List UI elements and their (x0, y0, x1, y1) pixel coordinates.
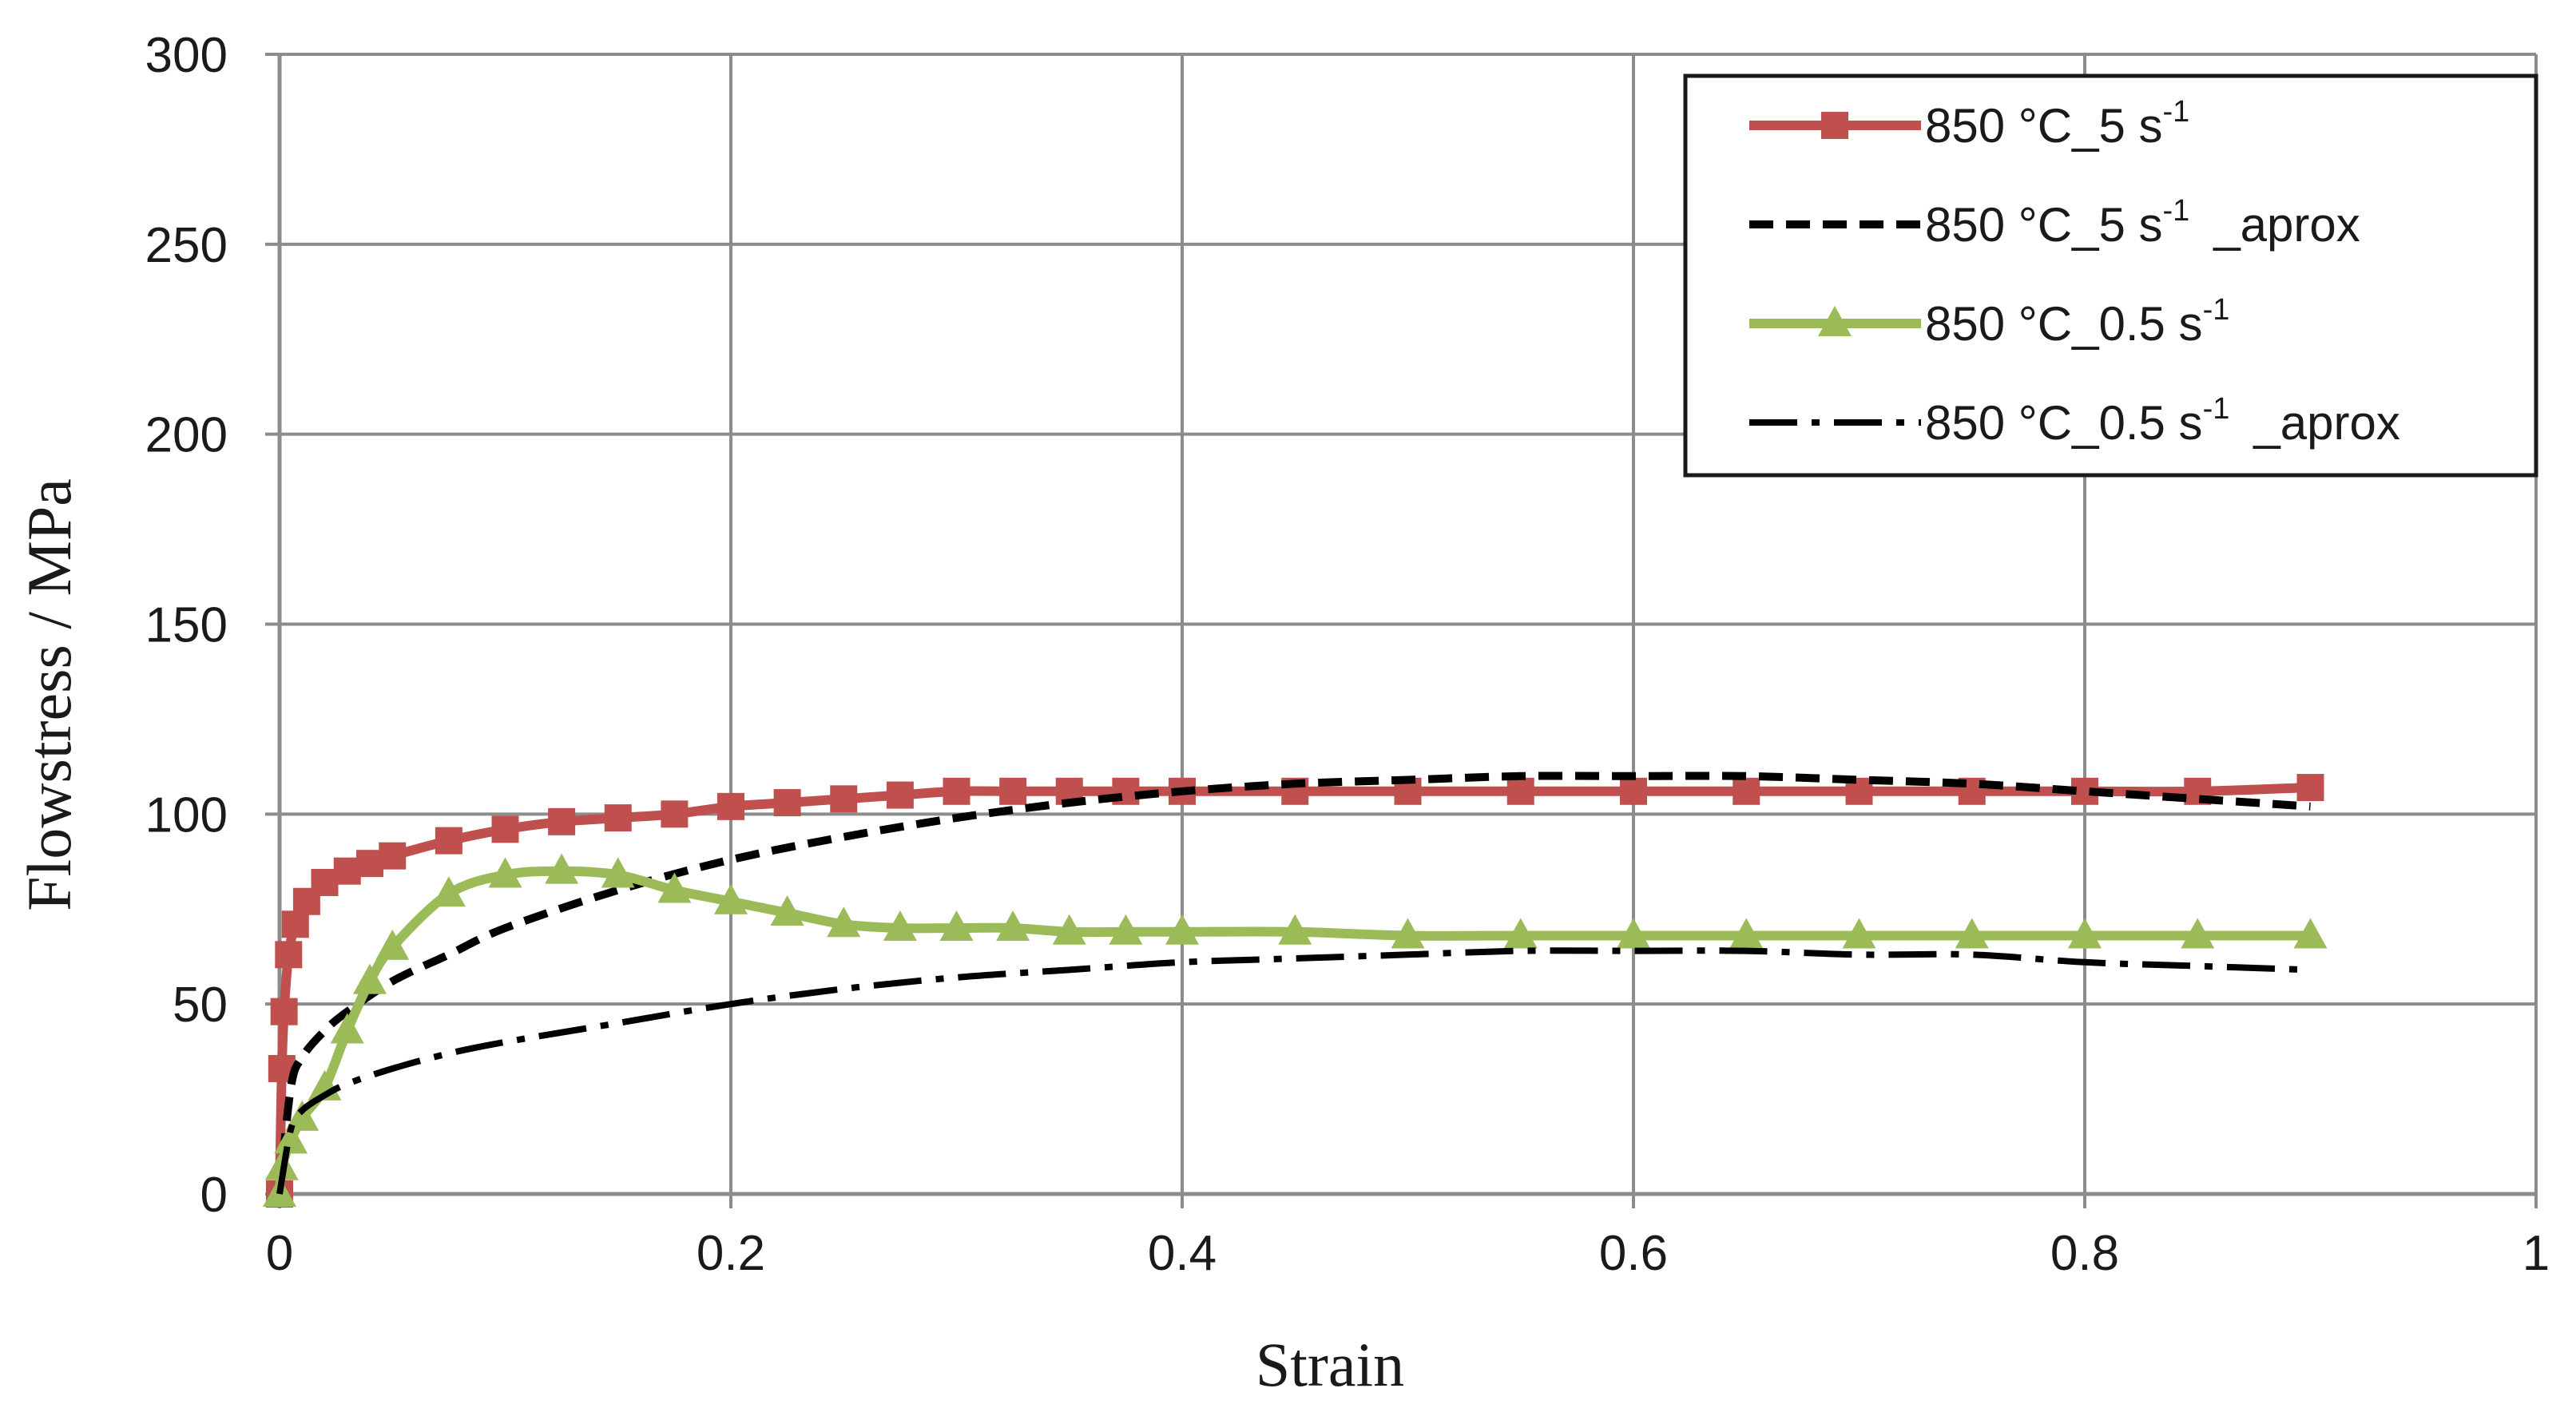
data-point-triangle (1503, 918, 1538, 949)
data-point-square (435, 827, 462, 855)
y-tick-label: 250 (145, 218, 228, 273)
data-point-triangle (1391, 918, 1425, 949)
data-point-triangle (274, 1123, 308, 1154)
data-point-triangle (1278, 914, 1312, 945)
data-point-triangle (285, 1100, 320, 1131)
x-tick-label: 1 (2522, 1226, 2550, 1281)
data-point-triangle (1729, 918, 1764, 949)
data-point-triangle (1109, 914, 1143, 945)
data-point-triangle (770, 895, 804, 926)
y-tick-label: 100 (145, 787, 228, 843)
x-tick-label: 0.4 (1148, 1226, 1217, 1281)
data-point-triangle (996, 910, 1030, 942)
data-point-square (604, 804, 632, 832)
x-tick-label: 0.6 (1599, 1226, 1668, 1281)
data-point-triangle (1955, 918, 1989, 949)
data-point-square (830, 785, 858, 813)
legend-swatch-marker (1818, 306, 1852, 336)
data-point-triangle (1842, 918, 1876, 949)
data-point-square (270, 998, 298, 1025)
data-point-triangle (939, 910, 974, 942)
y-tick-label: 300 (145, 28, 228, 83)
legend-label: 850 °C_5 s-1 (1925, 95, 2189, 153)
data-point-square (1733, 777, 1760, 805)
data-point-triangle (2293, 918, 2328, 949)
data-point-square (886, 781, 914, 809)
data-point-square (2296, 774, 2324, 802)
legend-label: 850 °C_0.5 s-1 _aprox (1925, 392, 2400, 450)
data-point-triangle (2068, 918, 2102, 949)
x-tick-label: 0 (266, 1226, 293, 1281)
data-point-triangle (431, 876, 466, 907)
data-point-square (491, 815, 519, 843)
x-axis-title: Strain (1256, 1330, 1404, 1399)
y-tick-label: 150 (145, 598, 228, 653)
data-point-triangle (714, 883, 748, 914)
data-point-triangle (353, 963, 387, 994)
data-point-triangle (1617, 918, 1650, 949)
data-point-triangle (883, 910, 917, 942)
data-point-triangle (488, 857, 522, 888)
data-point-square (717, 792, 744, 820)
data-point-square (661, 800, 689, 828)
data-point-triangle (1052, 914, 1086, 945)
data-point-square (281, 910, 309, 938)
data-point-square (379, 842, 407, 870)
data-point-triangle (375, 929, 410, 960)
data-point-triangle (657, 872, 692, 903)
data-point-square (275, 941, 303, 969)
y-tick-labels: 0 50 100 150 200 250 300 (145, 28, 228, 1223)
data-point-square (548, 807, 576, 835)
data-point-square (943, 777, 970, 805)
data-point-triangle (2181, 918, 2215, 949)
data-point-triangle (545, 853, 579, 884)
data-point-triangle (601, 857, 635, 888)
y-tick-label: 200 (145, 408, 228, 463)
data-point-square (1620, 777, 1647, 805)
y-tick-label: 50 (173, 978, 228, 1033)
x-tick-label: 0.8 (2050, 1226, 2119, 1281)
legend-label: 850 °C_5 s-1 _aprox (1925, 194, 2360, 252)
y-tick-label: 0 (200, 1168, 228, 1223)
legend-box (1683, 73, 2538, 478)
data-point-triangle (1165, 914, 1199, 945)
legend-label: 850 °C_0.5 s-1 (1925, 293, 2229, 351)
legend: 850 °C_5 s-1 850 °C_5 s-1 _aprox 850 °C_0.5… (1683, 73, 2538, 478)
data-point-square (1506, 777, 1534, 805)
plot-area (263, 771, 2328, 1208)
data-point-square (999, 777, 1027, 805)
y-axis-title: Flowstress / MPa (14, 478, 84, 911)
data-point-square (773, 789, 801, 817)
legend-swatch-marker (1821, 112, 1848, 139)
data-point-triangle (827, 906, 861, 938)
x-tick-labels: 0 0.2 0.4 0.6 0.8 1 (266, 1226, 2550, 1281)
series-line-3 (276, 947, 2311, 1195)
x-tick-label: 0.2 (697, 1226, 765, 1281)
data-point-triangle (330, 1013, 364, 1044)
